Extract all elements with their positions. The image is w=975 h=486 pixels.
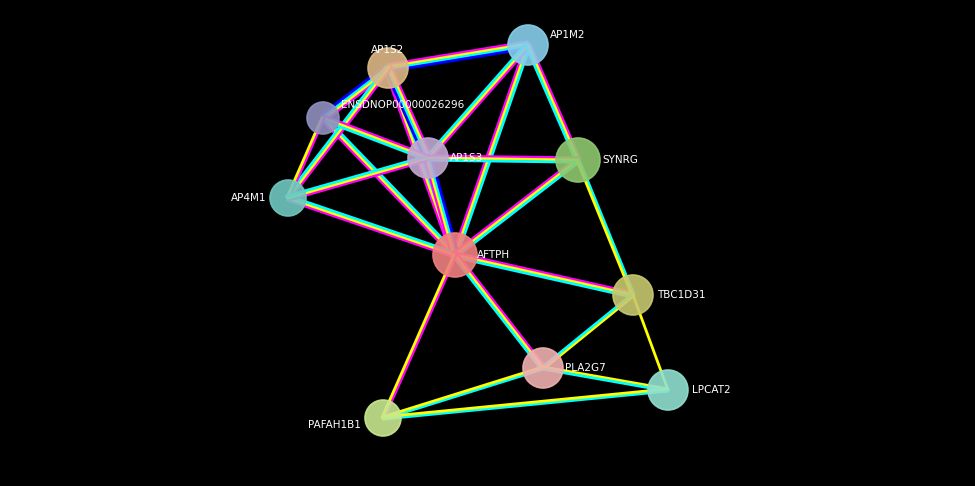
Text: ENSDNOP00000026296: ENSDNOP00000026296 [341,100,464,110]
Circle shape [408,138,448,178]
Circle shape [648,370,688,410]
Text: AFTPH: AFTPH [477,250,510,260]
Text: AP4M1: AP4M1 [230,193,266,203]
Circle shape [365,400,401,436]
Circle shape [523,348,563,388]
Circle shape [613,275,653,315]
Circle shape [368,48,408,88]
Text: AP1M2: AP1M2 [550,30,586,40]
Text: PAFAH1B1: PAFAH1B1 [308,420,361,430]
Circle shape [556,138,600,182]
Text: SYNRG: SYNRG [602,155,638,165]
Circle shape [307,102,339,134]
Circle shape [508,25,548,65]
Text: LPCAT2: LPCAT2 [692,385,730,395]
Circle shape [433,233,477,277]
Text: AP1S3: AP1S3 [450,153,484,163]
Circle shape [270,180,306,216]
Text: AP1S2: AP1S2 [371,45,405,55]
Text: PLA2G7: PLA2G7 [565,363,605,373]
Text: TBC1D31: TBC1D31 [657,290,706,300]
